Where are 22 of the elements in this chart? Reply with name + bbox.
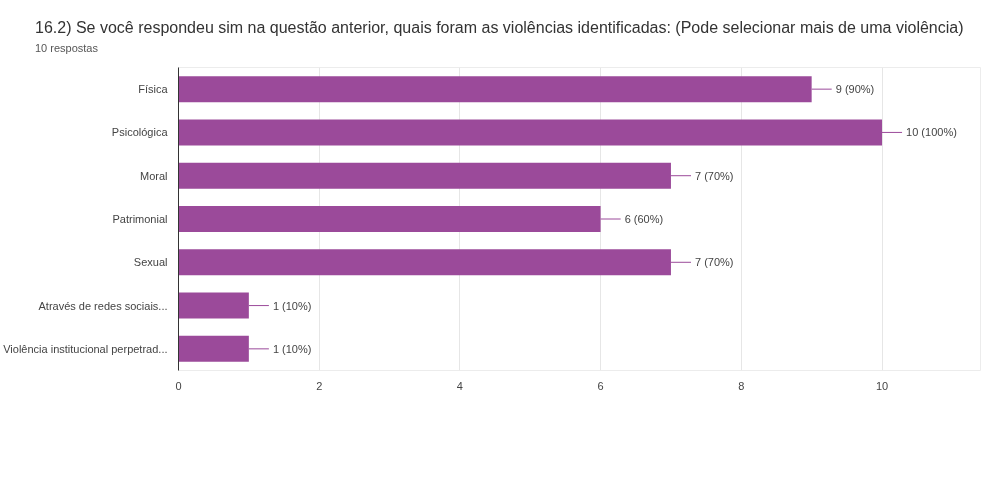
x-tick-label: 8 <box>738 379 745 392</box>
data-label: 1 (10%) <box>272 299 312 312</box>
y-tick-label: Sexual <box>133 256 168 269</box>
data-label: 10 (100%) <box>906 126 957 139</box>
x-tick-label: 6 <box>597 379 604 392</box>
x-tick-label: 10 <box>875 379 889 392</box>
text: 10 respostas <box>35 41 99 56</box>
y-tick-label: Moral <box>139 169 168 182</box>
y-tick-label: Psicológica <box>111 126 169 139</box>
y-tick-label: Violência institucional perpetrad... <box>3 343 168 355</box>
chart-title: 16.2) Se você respondeu sim na questão anterior, quais foram as violências identificadas: (Pode selecionar mais de uma violência) <box>35 18 964 38</box>
data-label: 7 (70%) <box>695 169 734 182</box>
y-tick-label: Patrimonial <box>112 213 168 226</box>
data-label: 7 (70%) <box>695 256 734 269</box>
x-tick-label: 4 <box>456 379 463 392</box>
x-tick-label: 2 <box>316 379 323 392</box>
data-label: 1 (10%) <box>272 343 312 355</box>
y-tick-label: Através de redes sociais... <box>38 299 168 312</box>
data-label: 6 (60%) <box>624 213 664 226</box>
x-tick-label: 0 <box>175 379 182 392</box>
data-label: 9 (90%) <box>835 83 875 96</box>
y-tick-label: Física <box>138 83 169 96</box>
